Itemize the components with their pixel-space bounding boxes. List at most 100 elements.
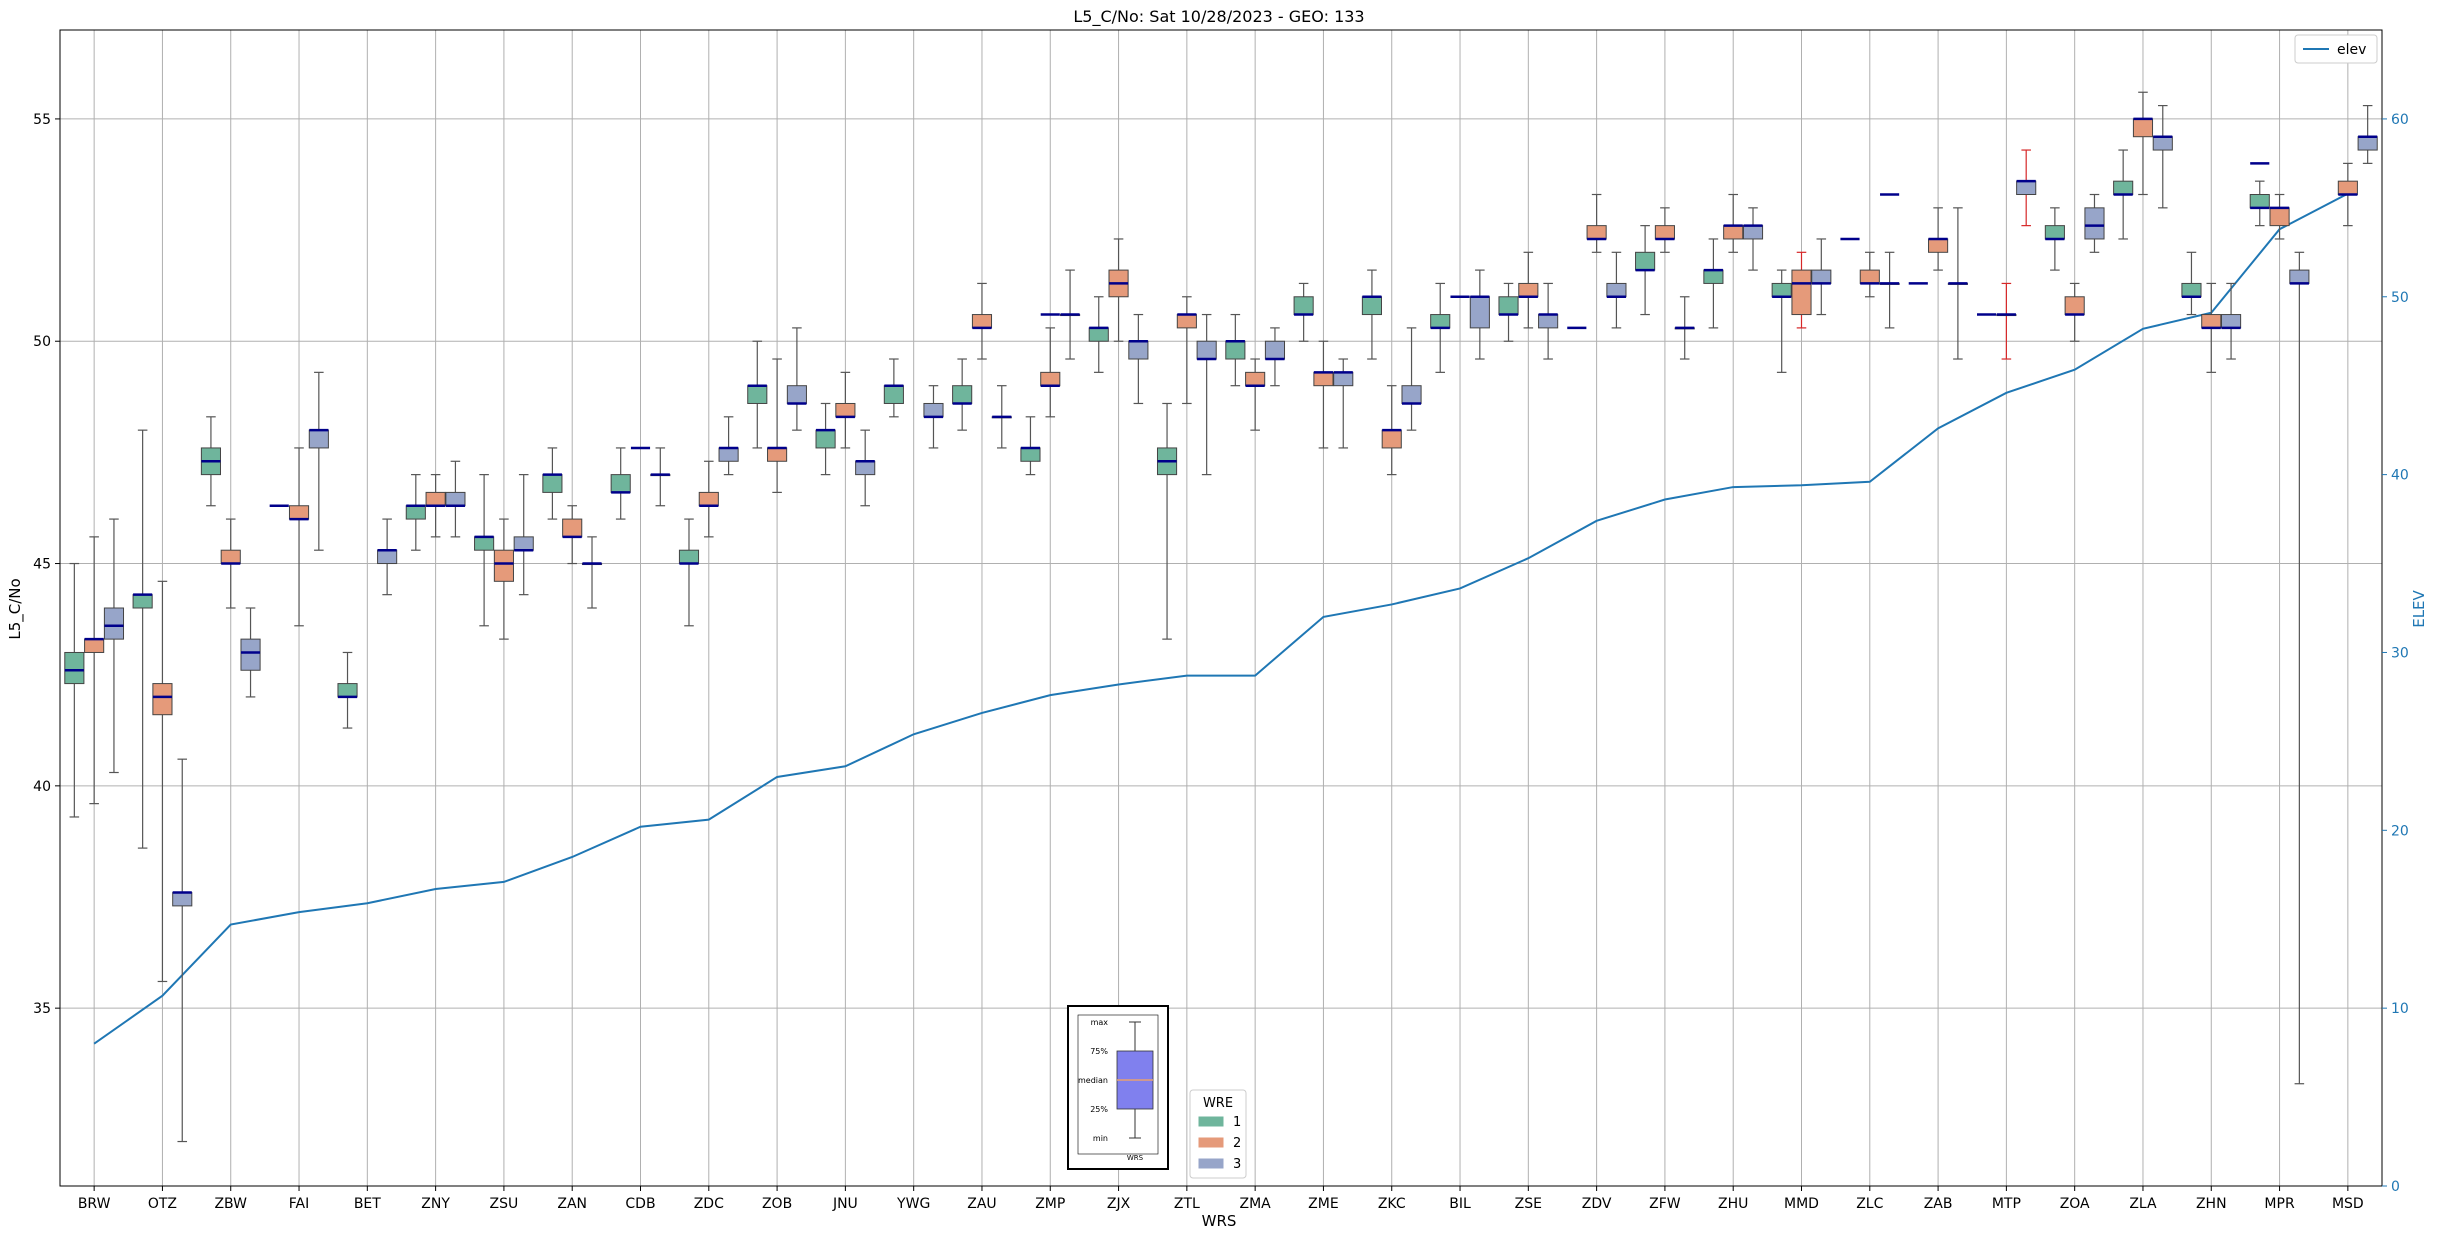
box-wre-3-zhn <box>2221 282 2242 360</box>
wre-legend-swatch <box>1197 1157 1225 1170</box>
box-wre-3-mpr <box>2289 251 2310 1085</box>
y2-tick-label: 30 <box>2391 645 2409 661</box>
x-tick-label: ZAB <box>1924 1196 1953 1212</box>
box-wre-2-zme <box>1313 340 1334 449</box>
box-body <box>152 683 173 716</box>
x-tick-label: OTZ <box>148 1196 177 1212</box>
box-body <box>767 447 788 462</box>
box-wre-1-mpr <box>2249 180 2270 227</box>
box-wre-1-zhu <box>1703 238 1724 329</box>
wre-legend-label: 1 <box>1233 1115 1241 1130</box>
box-body <box>2221 314 2242 329</box>
box-body <box>474 536 495 551</box>
inset-label: 25% <box>1090 1105 1108 1114</box>
box-body <box>493 549 514 582</box>
box-wre-2-ztl <box>1176 296 1197 405</box>
box-body <box>1361 296 1382 316</box>
box-wre-3-bil <box>1469 269 1490 360</box>
box-body <box>542 474 563 493</box>
box-wre-2-zau <box>971 282 993 360</box>
box-wre-1-zau <box>952 358 973 431</box>
axis-ticks: BRW OTZ ZBW FAI BET ZNY ZSU ZAN CDB ZDC ZOB JNU YWG Z… <box>33 112 2409 1212</box>
box-body <box>1333 371 1354 387</box>
box-body <box>1811 269 1832 284</box>
box-wre-2-fai <box>288 447 310 627</box>
box-wre-1-zse <box>1498 282 1519 342</box>
box-wre-3-zkc <box>1401 327 1422 431</box>
box-body <box>2269 207 2290 227</box>
box-wre-1-zkc <box>1361 269 1382 360</box>
x-tick-label: ZME <box>1308 1196 1339 1212</box>
box-body <box>1040 371 1061 387</box>
box-wre-3-zma <box>1264 327 1286 387</box>
box-body <box>2044 225 2065 240</box>
box-body <box>2113 180 2134 196</box>
box-wre-3-zdv <box>1606 251 1627 329</box>
box-body <box>971 314 993 329</box>
x-tick-label: JNU <box>832 1196 858 1212</box>
box-body <box>1264 340 1286 360</box>
box-body <box>610 474 631 493</box>
box-body <box>2289 269 2310 284</box>
box-body <box>288 505 310 520</box>
box-wre-2-zob <box>767 358 788 493</box>
y-tick-label: 45 <box>33 557 51 573</box>
y2-tick-label: 50 <box>2391 290 2409 306</box>
box-wre-2-zdv <box>1586 193 1607 253</box>
box-wre-2-brw <box>84 536 105 805</box>
box-body <box>2064 296 2085 316</box>
x-tick-label: ZDV <box>1582 1196 1612 1212</box>
box-wre-2-zlc <box>1859 251 1880 298</box>
box-body <box>1606 282 1627 298</box>
box-wre-1-otz <box>132 429 153 849</box>
x-tick-label: ZMP <box>1035 1196 1065 1212</box>
x-tick-label: ZSU <box>490 1196 519 1212</box>
x-tick-label: ZHN <box>2196 1196 2227 1212</box>
box-wre-1-brw <box>64 562 85 818</box>
box-wre-2-zab <box>1928 207 1949 271</box>
box-wre-3-zfw <box>1674 296 1695 360</box>
elev-line-group <box>93 192 2349 1045</box>
box-body <box>425 491 446 507</box>
box-body <box>815 429 836 449</box>
box-body <box>1430 314 1451 329</box>
x-tick-label: ZOA <box>2060 1196 2090 1212</box>
box-body <box>377 549 398 565</box>
box-wre-2-mmd <box>1791 251 1812 329</box>
box-wre-3-cdb <box>650 447 671 507</box>
box-wre-1-zhn <box>2181 251 2202 316</box>
box-body <box>855 460 876 476</box>
wre-legend-swatch <box>1197 1136 1225 1149</box>
box-body <box>562 518 583 538</box>
box-wre-2-zfw <box>1654 207 1675 253</box>
box-body <box>1498 296 1519 316</box>
box-body <box>1381 429 1402 449</box>
box-body <box>220 549 241 565</box>
inset-label: 75% <box>1090 1047 1108 1056</box>
x-tick-label: CDB <box>625 1196 655 1212</box>
x-tick-label: ZTL <box>1174 1196 1200 1212</box>
box-wre-3-zjx <box>1128 313 1149 405</box>
y-tick-label: 40 <box>33 779 51 795</box>
box-wre-3-zse <box>1538 282 1559 360</box>
inset-label: min <box>1093 1134 1108 1143</box>
box-body <box>1771 282 1792 298</box>
box-body <box>1654 225 1675 240</box>
box-body <box>718 447 739 462</box>
box-wre-3-mmd <box>1811 238 1832 316</box>
elev-legend-label: elev <box>2337 42 2366 58</box>
box-wre-2-zhu <box>1723 193 1744 253</box>
x-axis-label: WRS <box>1202 1212 1237 1230</box>
box-body <box>1586 225 1607 240</box>
x-tick-label: ZAU <box>967 1196 996 1212</box>
box-wre-2-otz <box>152 580 173 983</box>
box-wre-3-msd <box>2357 104 2378 164</box>
box-wre-2-zan <box>562 505 583 565</box>
grid-lines <box>60 30 2382 1186</box>
box-wre-1-cdb <box>610 447 631 520</box>
box-body <box>835 402 856 418</box>
box-body <box>1538 314 1559 329</box>
boxplot-group <box>64 91 2378 1143</box>
x-tick-label: ZLC <box>1856 1196 1883 1212</box>
